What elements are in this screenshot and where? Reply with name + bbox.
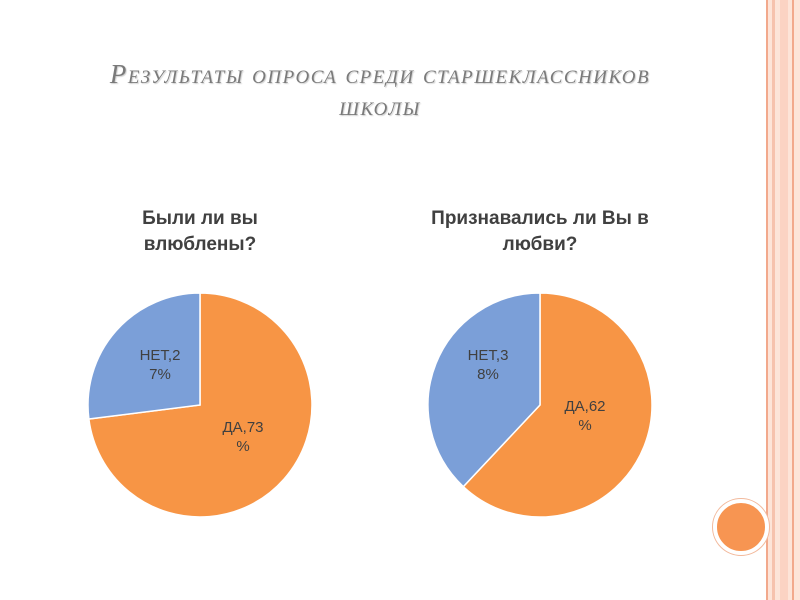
data-label: ДА,62% xyxy=(564,398,605,434)
pie-slice-нет xyxy=(87,292,201,420)
slide-title-line-1: Результаты опроса среди старшеклассников xyxy=(109,59,651,89)
slide-title: Результаты опроса среди старшеклассников… xyxy=(60,58,700,122)
chart-1-title: Были ли вы влюблены? xyxy=(142,208,258,255)
data-label: НЕТ,3 8% xyxy=(468,347,509,383)
pie-slice-да xyxy=(462,292,653,518)
pie-chart-1: ДА,73 % НЕТ,2 7% xyxy=(87,292,313,518)
decorative-circle xyxy=(713,499,769,555)
data-label: ДА,73% xyxy=(222,419,263,455)
pie-slice-нет xyxy=(427,292,541,488)
chart-2-title: Признавались ли Вы в любви? xyxy=(431,208,649,255)
decorative-line xyxy=(780,0,788,600)
decorative-line xyxy=(772,0,775,600)
decorative-line xyxy=(766,0,768,600)
pie-chart-2: ДА,62 % НЕТ,3 8% xyxy=(427,292,653,518)
slide-title-line-2: школы xyxy=(339,91,421,121)
data-label: НЕТ,2 7% xyxy=(140,347,181,383)
decorative-line xyxy=(792,0,794,600)
